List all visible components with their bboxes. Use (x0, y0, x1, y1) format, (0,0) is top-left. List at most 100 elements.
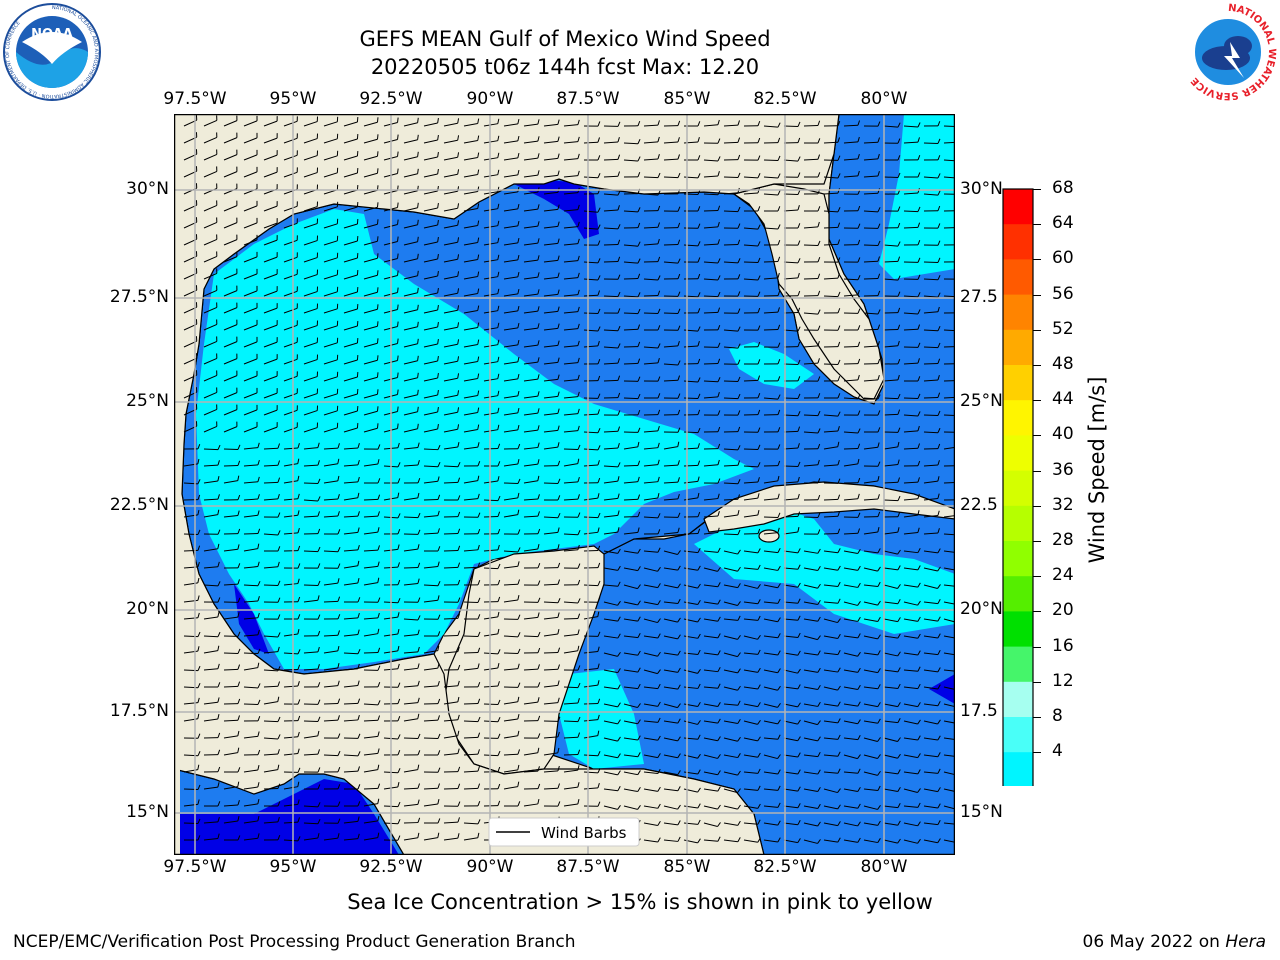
wind-barb (603, 154, 621, 161)
colorbar-tick-label: 28 (1052, 530, 1074, 550)
colorbar-tick-label: 68 (1052, 178, 1074, 198)
wind-barb (923, 633, 941, 639)
wind-barb (703, 221, 720, 229)
wind-8-12-yucatan-channel (559, 669, 644, 769)
wind-barb (903, 425, 920, 433)
wind-barb (443, 203, 460, 212)
wind-barb (283, 167, 298, 178)
wind-barb (523, 612, 540, 620)
colorbar-tick-label: 16 (1052, 635, 1074, 656)
wind-barb (263, 320, 278, 331)
wind-barb (203, 444, 221, 451)
wind-barb (903, 376, 921, 382)
wind-barb (863, 171, 880, 178)
wind-barb (443, 562, 461, 569)
wind-barb (723, 172, 741, 179)
wind-barb (203, 370, 218, 382)
latitude-label: 25°N (960, 391, 1003, 411)
wind-barb (763, 617, 781, 623)
colorbar-tick-label: 36 (1052, 459, 1074, 480)
wind-barb (883, 222, 901, 229)
wind-barb (703, 391, 720, 399)
wind-barb (743, 206, 761, 212)
wind-barb (723, 788, 741, 794)
wind-barb (783, 393, 801, 399)
wind-barb (283, 731, 300, 739)
wind-barb (543, 478, 561, 484)
pacific-ocean-deep (174, 779, 399, 855)
wind-barb (323, 320, 339, 331)
wind-barb (323, 733, 341, 739)
wind-barb (843, 136, 860, 144)
wind-barb (823, 411, 841, 417)
wind-barb (663, 258, 681, 264)
wind-barb (663, 786, 681, 792)
wind-barb (463, 832, 480, 841)
wind-barb (463, 732, 481, 739)
wind-barb (823, 325, 841, 331)
wind-barb (283, 649, 301, 655)
wind-barb (323, 801, 341, 807)
wind-barb (283, 748, 300, 756)
wind-barb (283, 664, 301, 671)
wind-barb (363, 815, 380, 824)
wind-barb (243, 217, 258, 229)
wind-barb (583, 512, 601, 519)
wind-barb (303, 767, 321, 773)
wind-barb (663, 820, 681, 826)
wind-barb (863, 442, 880, 450)
wind-barb (863, 566, 881, 572)
wind-barb (243, 200, 258, 212)
wind-barb (323, 458, 340, 467)
wind-barb (203, 713, 220, 722)
wind-barb (803, 154, 821, 161)
wind-barb (443, 441, 460, 450)
wind-barb (523, 153, 540, 161)
wind-barb (623, 427, 641, 433)
wind-barb (563, 613, 581, 620)
wind-barb (723, 326, 741, 332)
wind-barb (363, 731, 380, 739)
wind-barb (583, 680, 600, 688)
wind-barb (503, 632, 521, 638)
wind-barb (203, 387, 218, 399)
colorbar-tick-label: 48 (1052, 354, 1074, 374)
wind-barb (563, 255, 580, 263)
wind-barb (583, 427, 601, 434)
colorbar-tick-mark (1033, 752, 1041, 754)
wind-barb (283, 116, 298, 127)
wind-barb (843, 684, 861, 690)
wind-barb (723, 291, 741, 297)
wind-barb (483, 322, 500, 331)
wind-barb (603, 358, 620, 365)
wind-barb (703, 836, 721, 842)
longitude-label: 97.5°W (163, 89, 227, 109)
wind-barb (403, 544, 420, 552)
wind-barb (283, 767, 301, 773)
wind-barb (483, 628, 500, 637)
wind-barb (923, 155, 941, 161)
wind-barb (843, 735, 861, 741)
wind-barb (883, 683, 901, 690)
wind-barb (943, 431, 955, 433)
wind-barb (663, 583, 681, 589)
wind-barb (703, 683, 721, 689)
wind-barb (243, 683, 261, 689)
footer-branch: NCEP/EMC/Verification Post Processing Pr… (13, 932, 576, 952)
wind-barb (663, 427, 681, 433)
wind-barb (763, 547, 781, 554)
wind-barb (723, 652, 741, 658)
wind-barb (883, 599, 901, 605)
wind-barb (783, 786, 801, 792)
wind-barb (723, 685, 741, 691)
wind-barb (863, 754, 881, 759)
wind-barb (823, 548, 841, 554)
wind-barb (323, 715, 340, 722)
wind-barb (283, 545, 301, 552)
wind-barb (263, 749, 280, 756)
wind-barb (783, 476, 800, 484)
wind-barb (443, 801, 461, 807)
wind-barb (943, 635, 955, 639)
wind-barb (743, 427, 761, 433)
wind-barb (343, 801, 361, 807)
